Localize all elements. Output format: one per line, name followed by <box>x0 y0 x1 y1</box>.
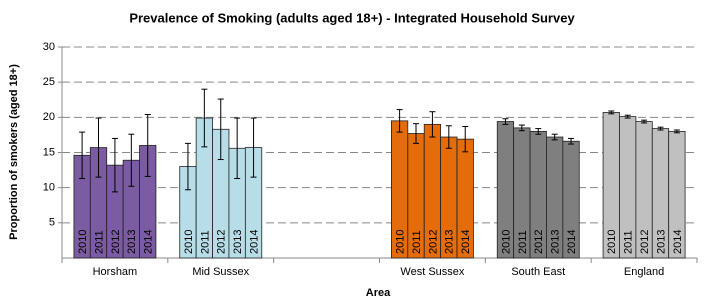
bar-year-label: 2012 <box>110 230 122 254</box>
bar-year-label: 2014 <box>460 230 472 254</box>
bar-year-label: 2013 <box>444 230 456 254</box>
bar-year-label: 2010 <box>500 230 512 254</box>
error-bar <box>250 117 257 178</box>
bar-year-label: 2014 <box>672 230 684 254</box>
x-tick-label: Horsham <box>93 266 138 278</box>
error-bar <box>144 114 151 177</box>
error-bar <box>657 126 664 131</box>
y-tick-label: 20 <box>43 111 55 123</box>
bar-year-label: 2014 <box>143 230 155 254</box>
error-bar <box>535 128 542 135</box>
x-tick-label: England <box>624 266 664 278</box>
bar-year-label: 2014 <box>248 230 260 254</box>
bar-year-label: 2013 <box>550 230 562 254</box>
bar-year-label: 2011 <box>411 230 423 254</box>
x-tick-label: Mid Sussex <box>192 266 249 278</box>
bar-year-label: 2011 <box>623 230 635 254</box>
bar-year-label: 2012 <box>533 230 545 254</box>
y-tick-label: 25 <box>43 76 55 88</box>
error-bar <box>502 118 509 125</box>
bar-year-label: 2012 <box>216 230 228 254</box>
bar-year-label: 2012 <box>427 230 439 254</box>
y-axis-title: Proportion of smokers (aged 18+) <box>8 64 20 240</box>
bar-year-label: 2013 <box>126 230 138 254</box>
x-tick-label: West Sussex <box>400 266 464 278</box>
error-bar <box>128 133 135 187</box>
bar-year-label: 2010 <box>395 230 407 254</box>
error-bar <box>673 129 680 134</box>
bar-year-label: 2010 <box>183 230 195 254</box>
bar-year-label: 2014 <box>566 230 578 254</box>
bar-year-label: 2011 <box>517 230 529 254</box>
bar-year-label: 2013 <box>655 230 667 254</box>
x-tick-label: South East <box>511 266 565 278</box>
error-bar <box>184 142 191 191</box>
error-bar <box>641 119 648 124</box>
bar-year-label: 2013 <box>232 230 244 254</box>
y-tick-label: 10 <box>43 182 55 194</box>
y-tick-label: 5 <box>49 217 55 229</box>
y-tick-label: 30 <box>43 41 55 53</box>
error-bar <box>518 124 525 132</box>
error-bar <box>95 117 102 178</box>
error-bar <box>551 133 558 141</box>
bar-year-label: 2010 <box>606 230 618 254</box>
chart-title: Prevalence of Smoking (adults aged 18+) … <box>129 10 575 25</box>
error-bar <box>429 111 436 138</box>
error-bar <box>413 123 420 144</box>
error-bar <box>568 137 575 145</box>
error-bar <box>79 131 86 180</box>
bar-year-label: 2011 <box>93 230 105 254</box>
error-bar <box>608 110 615 115</box>
error-bar <box>234 117 241 180</box>
error-bar <box>201 88 208 148</box>
x-axis-title: Area <box>366 287 391 299</box>
error-bar <box>217 98 224 161</box>
error-bar <box>111 137 118 193</box>
bar-year-label: 2010 <box>77 230 89 254</box>
bar-year-label: 2012 <box>639 230 651 254</box>
error-bar <box>462 125 469 153</box>
bar-year-label: 2011 <box>199 230 211 254</box>
y-tick-label: 15 <box>43 146 55 158</box>
error-bar <box>396 109 403 133</box>
error-bar <box>445 125 452 149</box>
error-bar <box>624 114 631 119</box>
